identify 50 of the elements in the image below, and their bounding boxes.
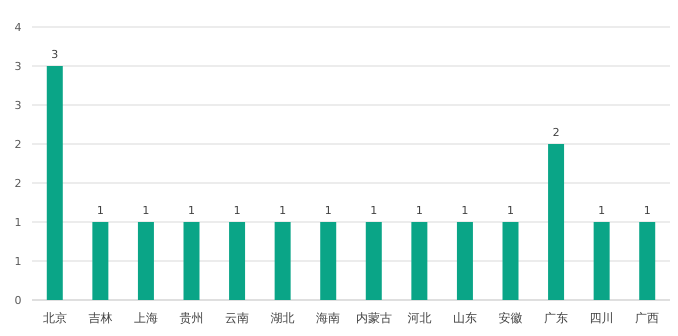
bar [92, 222, 108, 300]
y-tick-label: 1 [14, 216, 22, 229]
data-label: 2 [552, 126, 560, 139]
x-tick-label: 北京 [42, 311, 67, 325]
data-label: 1 [370, 204, 378, 217]
data-label: 1 [416, 204, 423, 217]
y-tick-label: 1 [14, 255, 22, 268]
x-tick-label: 上海 [134, 311, 158, 325]
data-label: 1 [96, 204, 104, 217]
x-tick-label: 广东 [544, 311, 568, 325]
bar [274, 222, 291, 300]
bar [502, 222, 518, 300]
data-label: 1 [598, 204, 606, 217]
y-tick-label: 4 [14, 21, 22, 34]
bar [456, 222, 473, 300]
x-tick-label: 吉林 [88, 311, 112, 325]
y-tick-label: 2 [14, 138, 22, 151]
x-tick-label: 安徽 [498, 311, 522, 325]
data-label: 1 [324, 204, 332, 217]
x-tick-label: 湖北 [270, 311, 295, 325]
bar [184, 222, 200, 300]
data-label: 1 [142, 204, 150, 217]
bar [594, 222, 610, 300]
bar [366, 222, 382, 300]
bar [548, 144, 564, 300]
data-label: 1 [461, 204, 468, 217]
data-label: 3 [51, 48, 58, 61]
bar [411, 222, 428, 300]
data-label: 1 [188, 204, 195, 217]
bar [138, 222, 154, 300]
y-tick-label: 3 [14, 99, 22, 112]
x-tick-label: 贵州 [180, 311, 204, 325]
data-label: 1 [279, 204, 286, 217]
bar [229, 222, 246, 300]
x-tick-label: 河北 [407, 311, 432, 325]
x-tick-label: 云南 [225, 311, 250, 325]
y-tick-label: 0 [14, 294, 22, 307]
x-tick-label: 山东 [452, 311, 477, 325]
x-tick-label: 内蒙古 [356, 311, 392, 325]
x-tick-label: 四川 [590, 311, 614, 325]
bar [320, 222, 336, 300]
data-label: 1 [644, 204, 651, 217]
x-tick-label: 广西 [635, 311, 660, 325]
y-tick-label: 2 [14, 177, 22, 190]
bar [639, 222, 656, 300]
y-tick-label: 3 [14, 60, 22, 73]
data-label: 1 [507, 204, 514, 217]
bar [46, 66, 63, 300]
x-tick-label: 海南 [316, 311, 340, 325]
data-label: 1 [234, 204, 241, 217]
